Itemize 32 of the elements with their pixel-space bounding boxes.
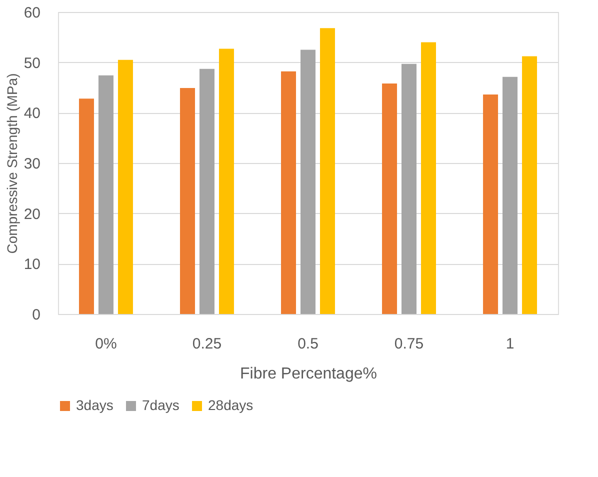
bar [98, 75, 114, 314]
bar [483, 94, 498, 314]
y-tick-label: 30 [24, 156, 40, 172]
y-tick-label: 50 [24, 54, 40, 72]
y-tick-label: 10 [24, 256, 40, 274]
legend-label: 3days [76, 397, 114, 413]
bar [218, 48, 234, 314]
x-tick-label: 0.25 [192, 336, 222, 352]
x-tick-label: 0% [95, 336, 117, 352]
bar [402, 64, 417, 314]
legend-label: 7days [142, 397, 180, 413]
legend-label: 28days [208, 397, 254, 413]
bar [118, 60, 133, 314]
bar [320, 28, 335, 314]
y-tick-label: 60 [24, 4, 40, 22]
x-axis-title: Fibre Percentage% [240, 366, 377, 382]
bar [180, 88, 195, 314]
bar [78, 98, 94, 314]
y-tick-label: 0 [32, 306, 40, 324]
bar [281, 71, 296, 314]
bar [199, 68, 214, 314]
y-tick-label: 20 [24, 206, 40, 223]
y-axis-title: Compressive Strength (MPa) [4, 73, 20, 254]
bar [300, 50, 316, 314]
bar [382, 83, 398, 314]
bar [502, 76, 518, 314]
x-tick-label: 1 [506, 336, 514, 352]
x-tick-label: 0.5 [298, 336, 318, 352]
y-tick-label: 40 [24, 105, 40, 122]
bar [421, 42, 436, 314]
bar [522, 56, 538, 314]
x-tick-label: 0.75 [394, 336, 424, 352]
